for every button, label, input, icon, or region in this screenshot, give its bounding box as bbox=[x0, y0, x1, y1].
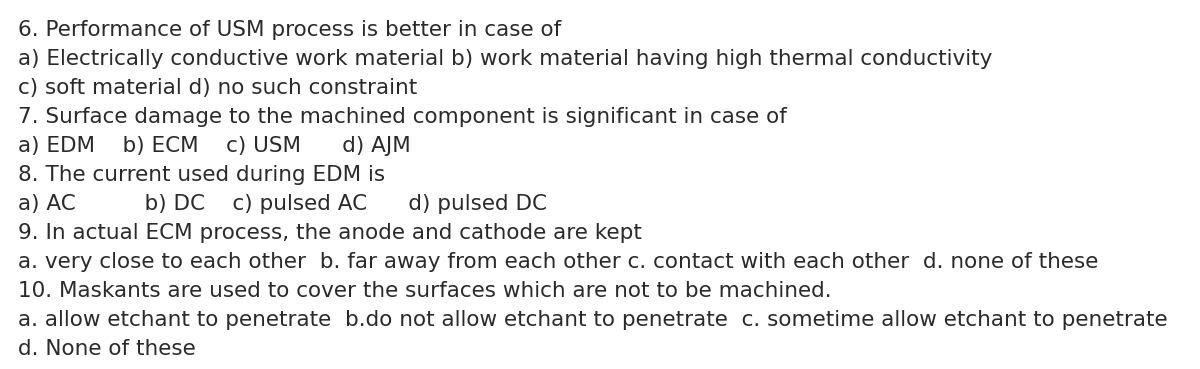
Text: 8. The current used during EDM is: 8. The current used during EDM is bbox=[18, 165, 385, 185]
Text: a. allow etchant to penetrate  b.do not allow etchant to penetrate  c. sometime : a. allow etchant to penetrate b.do not a… bbox=[18, 310, 1168, 330]
Text: 7. Surface damage to the machined component is significant in case of: 7. Surface damage to the machined compon… bbox=[18, 107, 787, 127]
Text: 9. In actual ECM process, the anode and cathode are kept: 9. In actual ECM process, the anode and … bbox=[18, 223, 642, 243]
Text: d. None of these: d. None of these bbox=[18, 339, 196, 359]
Text: c) soft material d) no such constraint: c) soft material d) no such constraint bbox=[18, 78, 418, 98]
Text: a. very close to each other  b. far away from each other c. contact with each ot: a. very close to each other b. far away … bbox=[18, 252, 1098, 272]
Text: a) EDM    b) ECM    c) USM      d) AJM: a) EDM b) ECM c) USM d) AJM bbox=[18, 136, 410, 156]
Text: a) AC          b) DC    c) pulsed AC      d) pulsed DC: a) AC b) DC c) pulsed AC d) pulsed DC bbox=[18, 194, 547, 214]
Text: 6. Performance of USM process is better in case of: 6. Performance of USM process is better … bbox=[18, 20, 562, 40]
Text: a) Electrically conductive work material b) work material having high thermal co: a) Electrically conductive work material… bbox=[18, 49, 992, 69]
Text: 10. Maskants are used to cover the surfaces which are not to be machined.: 10. Maskants are used to cover the surfa… bbox=[18, 281, 832, 301]
